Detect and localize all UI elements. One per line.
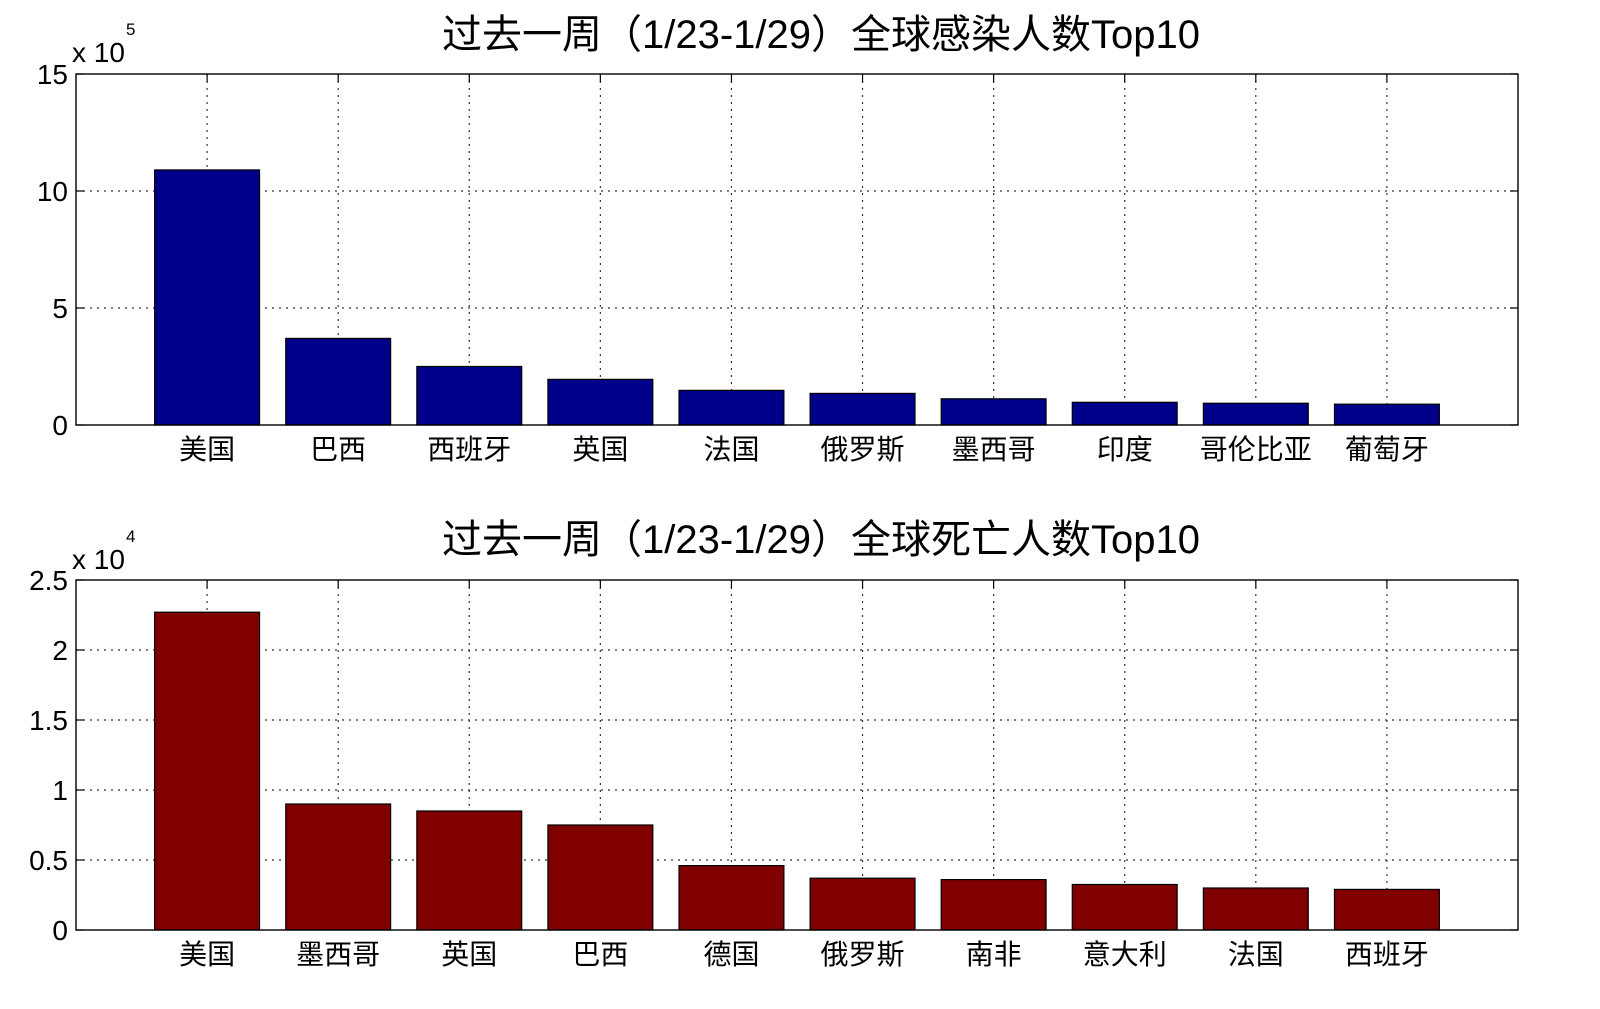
y-tick-label: 1: [52, 775, 68, 806]
y-tick-label: 15: [37, 59, 68, 90]
x-tick-label: 哥伦比亚: [1200, 433, 1312, 466]
bar-墨西哥: [940, 398, 1047, 426]
axes-frame: [75, 73, 1519, 426]
x-tick-label: 西班牙: [1345, 938, 1429, 971]
y-tick-label: 2.5: [29, 565, 68, 596]
x-tick-label: 英国: [572, 433, 628, 466]
bar-巴西: [285, 337, 392, 426]
bar-法国: [1202, 887, 1309, 931]
bar-英国: [547, 378, 654, 426]
x-tick-label: 英国: [441, 938, 497, 971]
axes-frame: [75, 579, 1519, 931]
x-tick-label: 葡萄牙: [1345, 433, 1429, 466]
chart-title: 过去一周（1/23-1/29）全球感染人数Top10: [442, 13, 1200, 57]
x-tick-label: 美国: [179, 938, 235, 971]
bar-印度: [1071, 401, 1178, 426]
bar-德国: [678, 864, 785, 931]
y-scale-exponent: 5: [126, 20, 135, 39]
bar-西班牙: [1333, 888, 1440, 931]
bar-英国: [416, 810, 523, 931]
x-tick-label: 意大利: [1083, 938, 1167, 971]
bar-美国: [154, 169, 261, 426]
bar-西班牙: [416, 365, 523, 426]
y-scale-exponent: 4: [126, 527, 135, 546]
bar-墨西哥: [285, 803, 392, 931]
x-tick-label: 俄罗斯: [821, 938, 905, 971]
bar-俄罗斯: [809, 392, 916, 426]
bar-南非: [940, 878, 1047, 931]
bar-法国: [678, 389, 785, 426]
x-tick-label: 南非: [966, 938, 1022, 971]
bar-美国: [154, 611, 261, 931]
x-tick-label: 墨西哥: [952, 433, 1036, 466]
y-tick-label: 1.5: [29, 705, 68, 736]
y-tick-label: 2: [52, 635, 68, 666]
x-tick-label: 德国: [703, 938, 759, 971]
x-tick-label: 印度: [1097, 433, 1153, 466]
y-tick-label: 10: [37, 176, 68, 207]
x-tick-label: 法国: [1228, 938, 1284, 971]
x-tick-label: 巴西: [572, 938, 628, 971]
x-tick-label: 巴西: [310, 433, 366, 466]
infections-chart: 0 5 10 15 美国 巴西 西班牙 英国 法国 俄罗斯 墨西哥 印度 哥伦比亚 葡萄牙 过去一周（1/2…: [37, 13, 1519, 466]
x-tick-label: 俄罗斯: [821, 433, 905, 466]
deaths-chart: 0 0.5 1 1.5 2 2.5 美国 墨西哥 英国 巴西 德国 俄罗斯 南非 意大利 法国 西班牙 过去一周…: [29, 518, 1519, 971]
bar-巴西: [547, 824, 654, 931]
x-tick-label: 美国: [179, 433, 235, 466]
y-tick-label: 0: [52, 915, 68, 946]
bar-意大利: [1071, 883, 1178, 931]
bar-葡萄牙: [1333, 403, 1440, 426]
chart-title: 过去一周（1/23-1/29）全球死亡人数Top10: [442, 518, 1200, 562]
x-tick-label: 西班牙: [427, 433, 511, 466]
x-tick-label: 法国: [703, 433, 759, 466]
y-tick-label: 5: [52, 293, 68, 324]
bar-俄罗斯: [809, 877, 916, 931]
x-tick-label: 墨西哥: [296, 938, 380, 971]
y-scale-factor: x 10: [72, 37, 125, 68]
y-scale-factor: x 10: [72, 544, 125, 575]
y-tick-label: 0.5: [29, 845, 68, 876]
bar-哥伦比亚: [1202, 402, 1309, 426]
y-tick-label: 0: [52, 410, 68, 441]
